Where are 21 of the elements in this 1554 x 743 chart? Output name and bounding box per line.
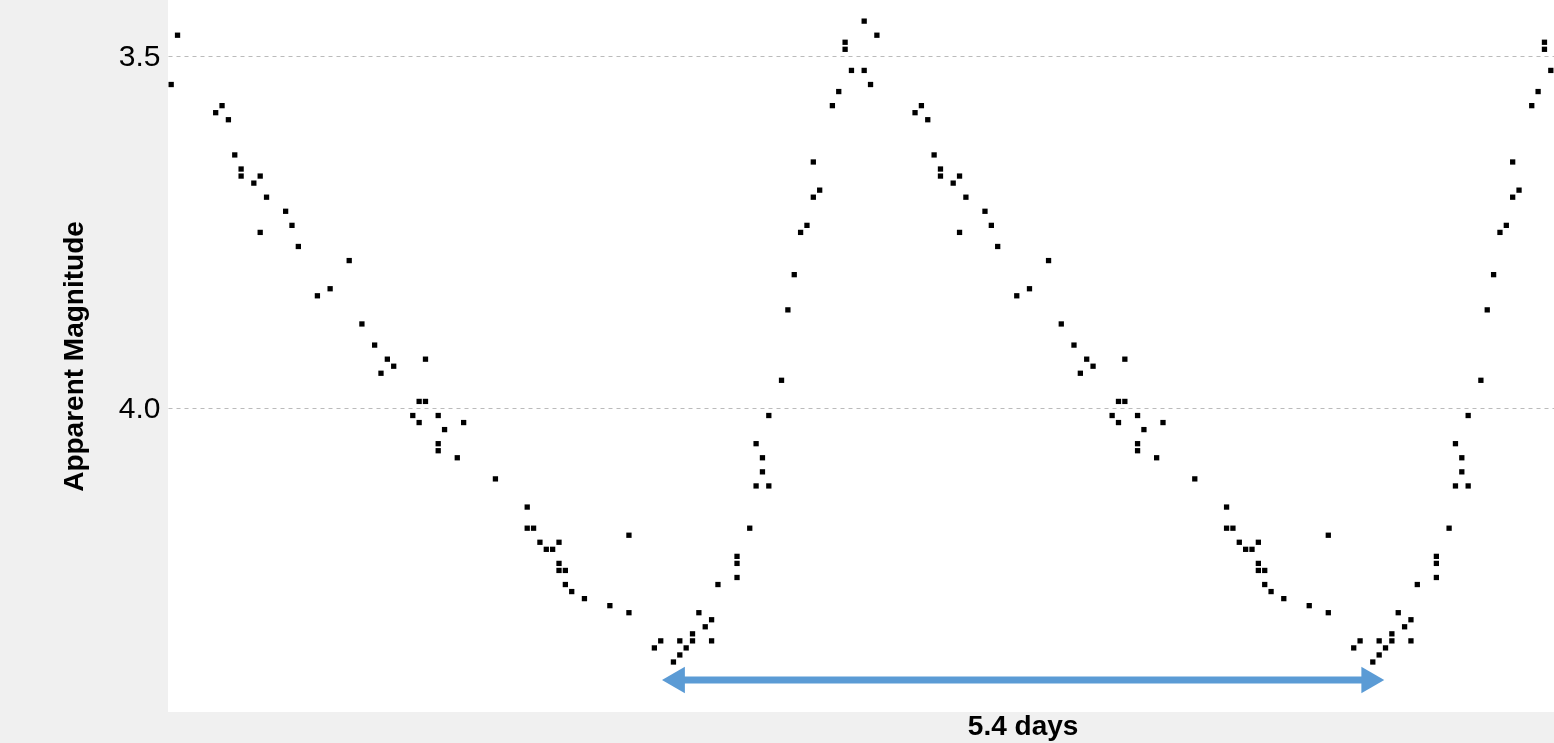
annotation: 5.4 days bbox=[967, 710, 1079, 741]
point bbox=[238, 173, 244, 179]
point bbox=[677, 638, 683, 644]
point bbox=[1510, 159, 1516, 165]
point bbox=[753, 441, 759, 447]
point bbox=[861, 18, 867, 24]
point bbox=[937, 173, 944, 179]
point bbox=[734, 553, 740, 560]
point bbox=[1408, 617, 1414, 623]
y-tick-label: 4.0 bbox=[118, 390, 161, 424]
point bbox=[626, 532, 632, 538]
point bbox=[734, 560, 740, 567]
point bbox=[1389, 631, 1395, 637]
point bbox=[842, 39, 848, 45]
y-tick-label: 3.5 bbox=[118, 38, 161, 72]
point bbox=[556, 567, 562, 574]
point bbox=[416, 419, 422, 426]
point bbox=[810, 159, 816, 165]
y-axis-title: Apparent Magnitude bbox=[57, 221, 89, 492]
point bbox=[556, 560, 562, 567]
point bbox=[1376, 638, 1382, 644]
